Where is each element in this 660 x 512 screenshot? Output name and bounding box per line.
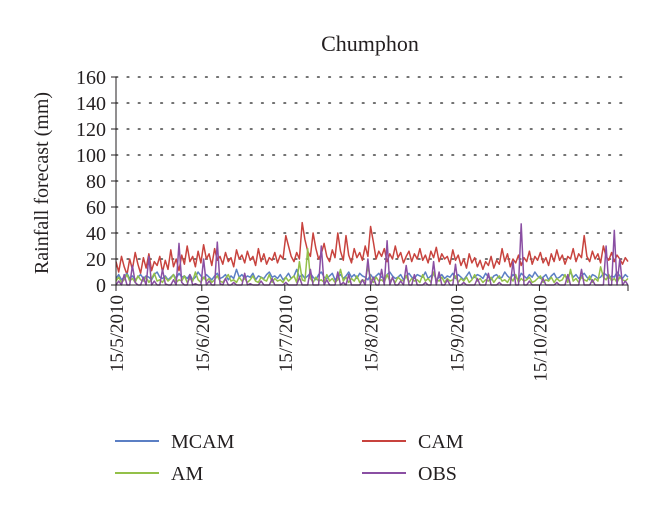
legend: MCAM CAM AM OBS bbox=[115, 431, 464, 485]
x-tick-labels: 15/5/2010 15/6/2010 15/7/2010 15/8/2010 15/9… bbox=[107, 285, 629, 382]
x-tick-label: 15/10/2010 bbox=[530, 295, 551, 382]
y-tick-label: 20 bbox=[86, 249, 106, 271]
y-tick-label: 80 bbox=[86, 171, 106, 193]
x-tick-label: 15/5/2010 bbox=[107, 295, 128, 372]
x-tick-label: 15/7/2010 bbox=[276, 295, 297, 372]
legend-label-am: AM bbox=[171, 463, 203, 485]
y-tick-label: 160 bbox=[76, 67, 106, 89]
x-tick-label: 15/6/2010 bbox=[193, 295, 214, 372]
y-tick-label: 40 bbox=[86, 223, 106, 245]
y-tick-label: 140 bbox=[76, 93, 106, 115]
series-line-obs bbox=[115, 223, 629, 286]
series-line-cam bbox=[115, 221, 629, 276]
y-tick-labels: 0 20 40 60 80 100 120 140 160 bbox=[76, 67, 106, 297]
y-tick-label: 60 bbox=[86, 197, 106, 219]
y-tick-label: 120 bbox=[76, 119, 106, 141]
y-tick-label: 0 bbox=[96, 275, 106, 297]
series-lines bbox=[115, 221, 629, 286]
legend-label-cam: CAM bbox=[418, 431, 464, 453]
y-axis-label: Rainfall forecast (mm) bbox=[31, 92, 53, 274]
x-tick-label: 15/9/2010 bbox=[447, 295, 468, 372]
legend-label-obs: OBS bbox=[418, 463, 457, 485]
x-tick-label: 15/8/2010 bbox=[362, 295, 383, 372]
chart-title: Chumphon bbox=[321, 31, 419, 56]
y-tick-label: 100 bbox=[76, 145, 106, 167]
legend-label-mcam: MCAM bbox=[171, 431, 235, 453]
